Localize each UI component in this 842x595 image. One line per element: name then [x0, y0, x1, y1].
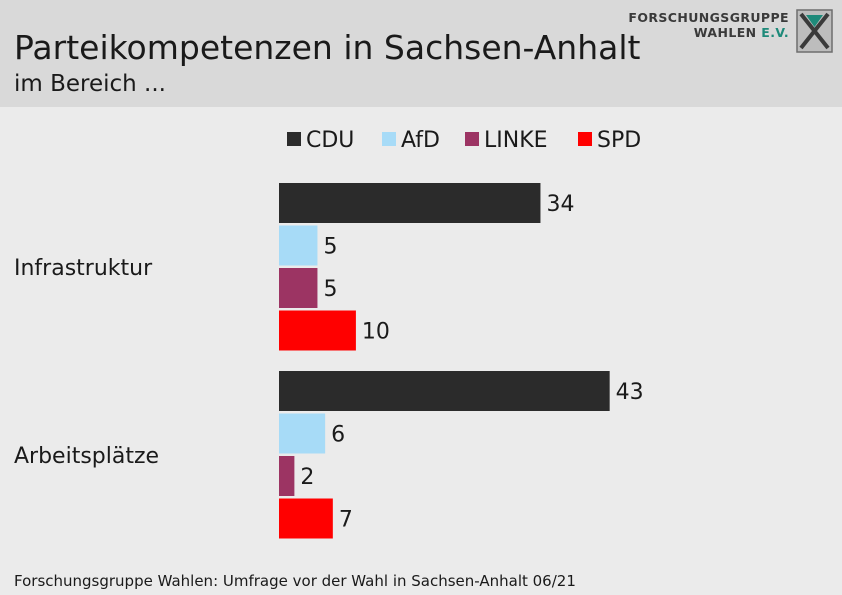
bar-infrastruktur-cdu: [279, 183, 541, 223]
logo-wordmark: FORSCHUNGSGRUPPE WAHLEN E.V.: [628, 10, 789, 40]
chart-title: Parteikompetenzen in Sachsen-Anhalt: [14, 28, 641, 67]
logo-line-2a: WAHLEN: [693, 25, 757, 40]
bar-infrastruktur-linke: [279, 268, 318, 308]
value-label-infrastruktur-afd: 5: [323, 235, 337, 260]
logo-line-2b: E.V.: [761, 25, 789, 40]
legend-label-spd: SPD: [597, 128, 641, 153]
bar-arbeitsplaetze-afd: [279, 413, 326, 454]
bar-arbeitsplaetze-linke: [279, 456, 295, 496]
value-label-arbeitsplaetze-cdu: 43: [616, 380, 644, 405]
value-label-arbeitsplaetze-afd: 6: [331, 423, 345, 448]
bar-chart: CDU AfD LINKE SPD Infrastruktur 34 5 5 10 Arbeit…: [14, 128, 644, 539]
legend-label-linke: LINKE: [484, 128, 548, 153]
value-label-arbeitsplaetze-linke: 2: [300, 465, 314, 490]
value-label-infrastruktur-spd: 10: [362, 320, 390, 345]
source-footnote: Forschungsgruppe Wahlen: Umfrage vor der…: [14, 572, 576, 590]
value-label-infrastruktur-cdu: 34: [546, 192, 574, 217]
legend-swatch-afd: [382, 132, 396, 146]
bar-arbeitsplaetze-cdu: [279, 371, 610, 411]
logo-x-icon: [796, 9, 833, 53]
chart-legend: CDU AfD LINKE SPD: [287, 128, 641, 153]
logo-line-1: FORSCHUNGSGRUPPE: [628, 10, 789, 25]
bar-infrastruktur-spd: [279, 310, 356, 351]
chart-subtitle: im Bereich ...: [14, 71, 166, 97]
value-label-infrastruktur-linke: 5: [323, 277, 337, 302]
legend-swatch-linke: [465, 132, 479, 146]
category-label-arbeitsplaetze: Arbeitsplätze: [14, 444, 159, 469]
header-banner: Parteikompetenzen in Sachsen-Anhalt im B…: [0, 0, 842, 107]
bar-infrastruktur-afd: [279, 225, 318, 266]
category-label-infrastruktur: Infrastruktur: [14, 256, 153, 281]
value-label-arbeitsplaetze-spd: 7: [339, 508, 353, 533]
bar-arbeitsplaetze-spd: [279, 498, 333, 539]
legend-swatch-spd: [578, 132, 592, 146]
legend-swatch-cdu: [287, 132, 301, 146]
chart-plot-area: Infrastruktur 34 5 5 10 Arbeitsplätze 43 627: [14, 183, 644, 539]
legend-label-afd: AfD: [401, 128, 440, 153]
legend-label-cdu: CDU: [306, 128, 354, 153]
